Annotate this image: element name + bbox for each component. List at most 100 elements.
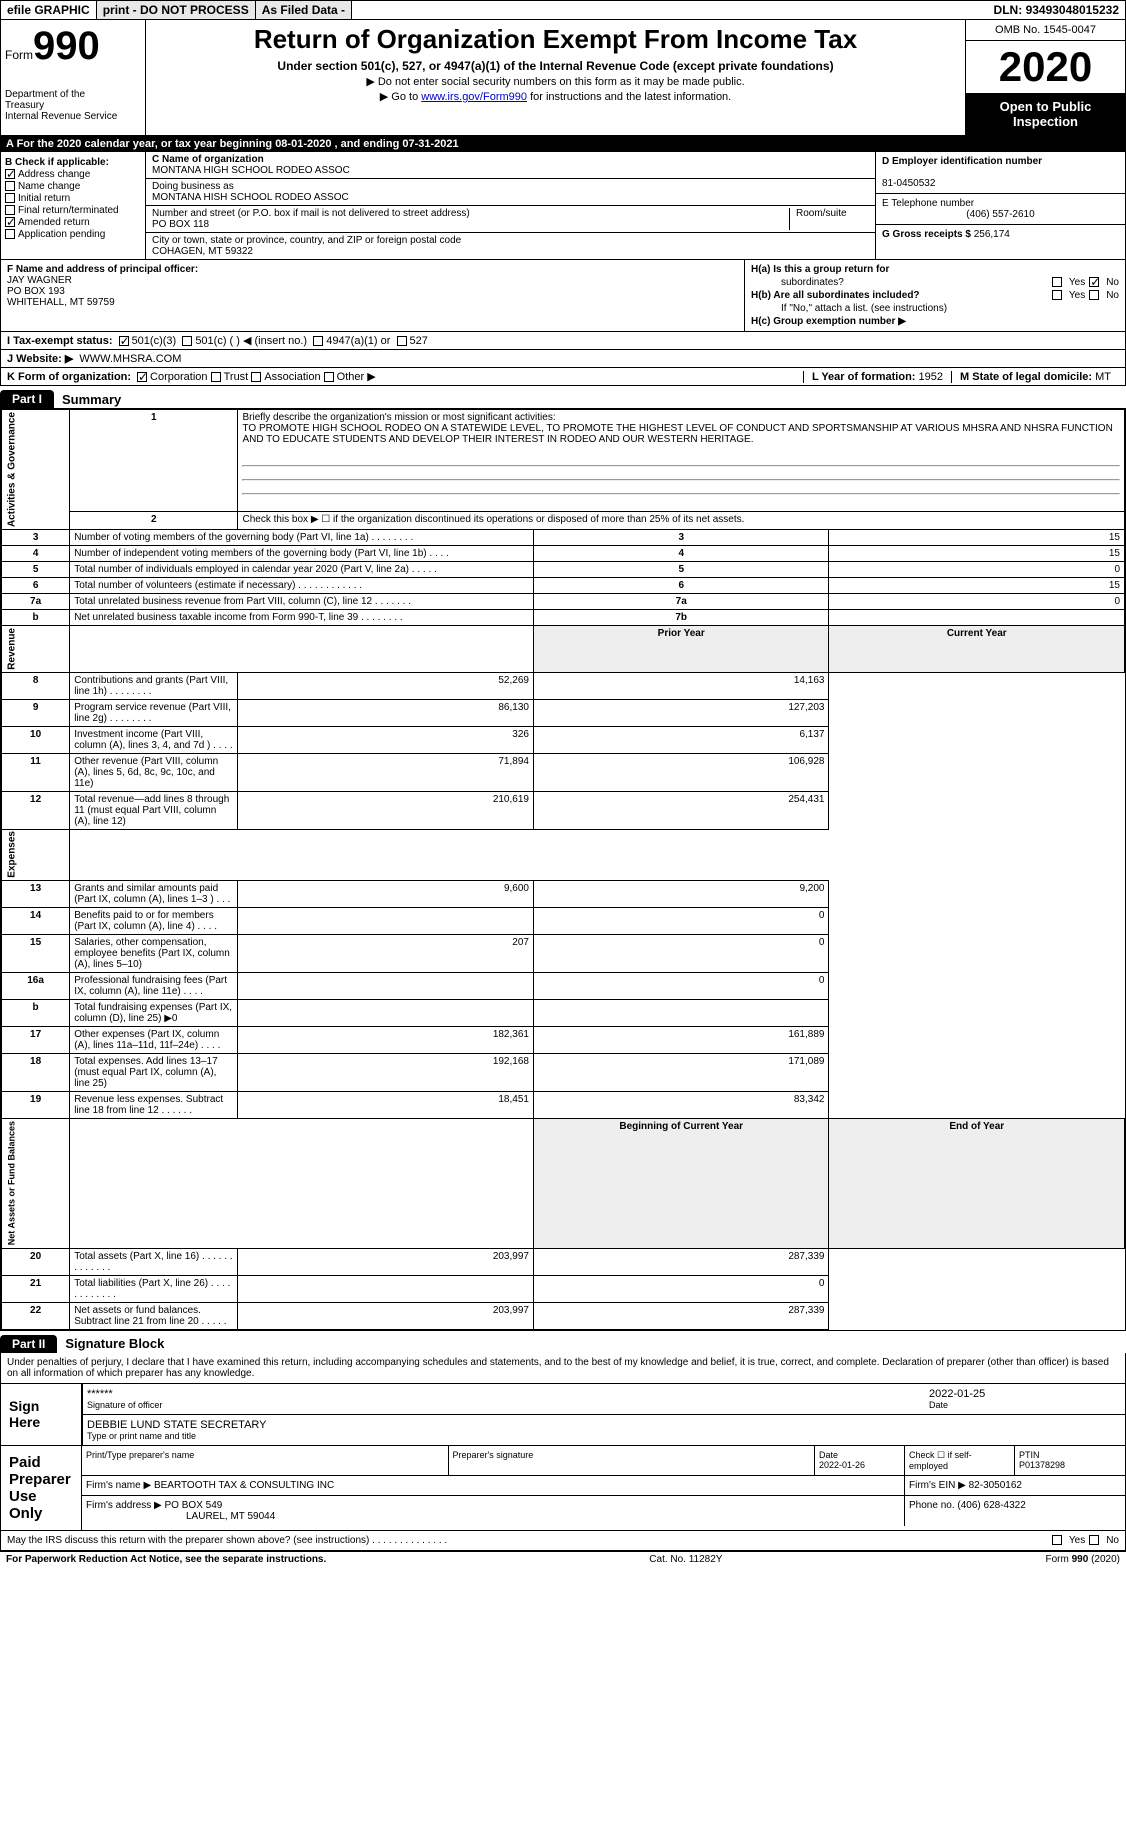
- prep-date-cell: Date 2022-01-26: [815, 1446, 905, 1475]
- irs-link[interactable]: www.irs.gov/Form990: [421, 91, 527, 103]
- checkbox[interactable]: [5, 193, 15, 203]
- corp-checkbox[interactable]: [137, 372, 147, 382]
- open-inspection: Open to Public Inspection: [966, 93, 1125, 135]
- hb-no-checkbox[interactable]: [1089, 290, 1099, 300]
- hb-label: H(b) Are all subordinates included?: [751, 290, 920, 301]
- row-box: 7b: [533, 610, 829, 626]
- 527-checkbox[interactable]: [397, 336, 407, 346]
- paid-preparer-row: Paid Preparer Use Only Print/Type prepar…: [1, 1445, 1125, 1530]
- table-row: 4Number of independent voting members of…: [2, 546, 1125, 562]
- 501c-checkbox[interactable]: [182, 336, 192, 346]
- row-prior: 326: [238, 726, 534, 753]
- 4947-checkbox[interactable]: [313, 336, 323, 346]
- row-prior: 203,997: [238, 1302, 534, 1329]
- row-desc: Other revenue (Part VIII, column (A), li…: [70, 753, 238, 791]
- hb-yes-checkbox[interactable]: [1052, 290, 1062, 300]
- hc-label: H(c) Group exemption number ▶: [751, 316, 906, 327]
- dln-value: 93493048015232: [1026, 3, 1119, 17]
- row-desc: Salaries, other compensation, employee b…: [70, 935, 238, 973]
- col-h-group: H(a) Is this a group return for subordin…: [745, 260, 1125, 331]
- g-receipts-cell: G Gross receipts $ 256,174: [876, 225, 1125, 244]
- part1-body: Activities & Governance 1 Briefly descri…: [0, 408, 1126, 1331]
- table-row: 6Total number of volunteers (estimate if…: [2, 578, 1125, 594]
- part2-header: Part II Signature Block: [0, 1335, 1126, 1353]
- checkbox-label: Application pending: [18, 229, 105, 240]
- row-prior: 18,451: [238, 1092, 534, 1119]
- g-value: 256,174: [974, 229, 1010, 240]
- row-desc: Number of independent voting members of …: [70, 546, 534, 562]
- row-curr: [533, 1000, 829, 1027]
- asfiled-button[interactable]: As Filed Data -: [256, 1, 352, 19]
- opt-assoc: Association: [264, 371, 320, 383]
- row-curr: 83,342: [533, 1092, 829, 1119]
- ha-yes-checkbox[interactable]: [1052, 277, 1062, 287]
- checkbox[interactable]: [5, 169, 15, 179]
- hdr-end: End of Year: [829, 1119, 1125, 1248]
- checkbox-row: Address change: [5, 169, 141, 180]
- city-cell: City or town, state or province, country…: [146, 233, 875, 259]
- row-desc: Benefits paid to or for members (Part IX…: [70, 908, 238, 935]
- footer-right: Form 990 (2020): [1046, 1554, 1120, 1565]
- opt-501c3: 501(c)(3): [132, 335, 177, 347]
- row-box: 6: [533, 578, 829, 594]
- ha-no-checkbox[interactable]: [1089, 277, 1099, 287]
- table-row: 5Total number of individuals employed in…: [2, 562, 1125, 578]
- checkbox-row: Name change: [5, 181, 141, 192]
- signature-block: Under penalties of perjury, I declare th…: [0, 1353, 1126, 1551]
- note2-post: for instructions and the latest informat…: [527, 91, 731, 103]
- table-row: 11Other revenue (Part VIII, column (A), …: [2, 753, 1125, 791]
- addr-label: Number and street (or P.O. box if mail i…: [152, 208, 470, 219]
- l-value: 1952: [919, 371, 943, 383]
- q1-text: Briefly describe the organization's miss…: [242, 412, 555, 423]
- checkbox[interactable]: [5, 181, 15, 191]
- firm-ein-cell: Firm's EIN ▶ 82-3050162: [905, 1476, 1125, 1495]
- sig-date: 2022-01-25: [929, 1388, 1121, 1400]
- date-label: Date: [929, 1400, 1121, 1410]
- assoc-checkbox[interactable]: [251, 372, 261, 382]
- checkbox[interactable]: [5, 229, 15, 239]
- prep-date: 2022-01-26: [819, 1460, 900, 1470]
- table-row: 18Total expenses. Add lines 13–17 (must …: [2, 1054, 1125, 1092]
- ptin-value: P01378298: [1019, 1460, 1121, 1470]
- efile-label: efile GRAPHIC: [1, 1, 97, 19]
- may-irs-yes[interactable]: [1052, 1535, 1062, 1545]
- c-label: C Name of organization: [152, 154, 264, 165]
- no-label2: No: [1106, 290, 1119, 301]
- d-label: D Employer identification number: [882, 156, 1042, 167]
- hdr-prior: Prior Year: [533, 626, 829, 673]
- ptin-cell: PTIN P01378298: [1015, 1446, 1125, 1475]
- trust-checkbox[interactable]: [211, 372, 221, 382]
- other-checkbox[interactable]: [324, 372, 334, 382]
- sig-officer-label: Signature of officer: [87, 1400, 921, 1410]
- checkbox-row: Initial return: [5, 193, 141, 204]
- row-curr: 161,889: [533, 1027, 829, 1054]
- 501c3-checkbox[interactable]: [119, 336, 129, 346]
- row-curr: 254,431: [533, 791, 829, 829]
- checkbox[interactable]: [5, 205, 15, 215]
- checkbox-label: Address change: [18, 169, 90, 180]
- e-phone-cell: E Telephone number (406) 557-2610: [876, 194, 1125, 225]
- row-prior: 182,361: [238, 1027, 534, 1054]
- row-desc: Professional fundraising fees (Part IX, …: [70, 973, 238, 1000]
- note2-pre: ▶ Go to: [380, 91, 421, 103]
- row-num: 16a: [2, 973, 70, 1000]
- row-desc: Total expenses. Add lines 13–17 (must eq…: [70, 1054, 238, 1092]
- table-row: 3Number of voting members of the governi…: [2, 530, 1125, 546]
- checkbox-label: Final return/terminated: [18, 205, 119, 216]
- ha2-label: subordinates?: [781, 277, 844, 288]
- row-desc: Total number of individuals employed in …: [70, 562, 534, 578]
- part1-tab: Part I: [0, 390, 54, 408]
- row-curr: 106,928: [533, 753, 829, 791]
- row-curr: 127,203: [533, 699, 829, 726]
- row-num: 12: [2, 791, 70, 829]
- firm-addr-cell: Firm's address ▶ PO BOX 549 LAUREL, MT 5…: [82, 1496, 905, 1526]
- print-button[interactable]: print - DO NOT PROCESS: [97, 1, 256, 19]
- checkbox[interactable]: [5, 217, 15, 227]
- hb-row: H(b) Are all subordinates included? Yes …: [751, 290, 1119, 301]
- prep-date-label: Date: [819, 1450, 900, 1460]
- firm-name-cell: Firm's name ▶ BEARTOOTH TAX & CONSULTING…: [82, 1476, 905, 1495]
- may-irs-no[interactable]: [1089, 1535, 1099, 1545]
- table-row: 9Program service revenue (Part VIII, lin…: [2, 699, 1125, 726]
- checkbox-row: Final return/terminated: [5, 205, 141, 216]
- rev-label: Revenue: [2, 626, 70, 673]
